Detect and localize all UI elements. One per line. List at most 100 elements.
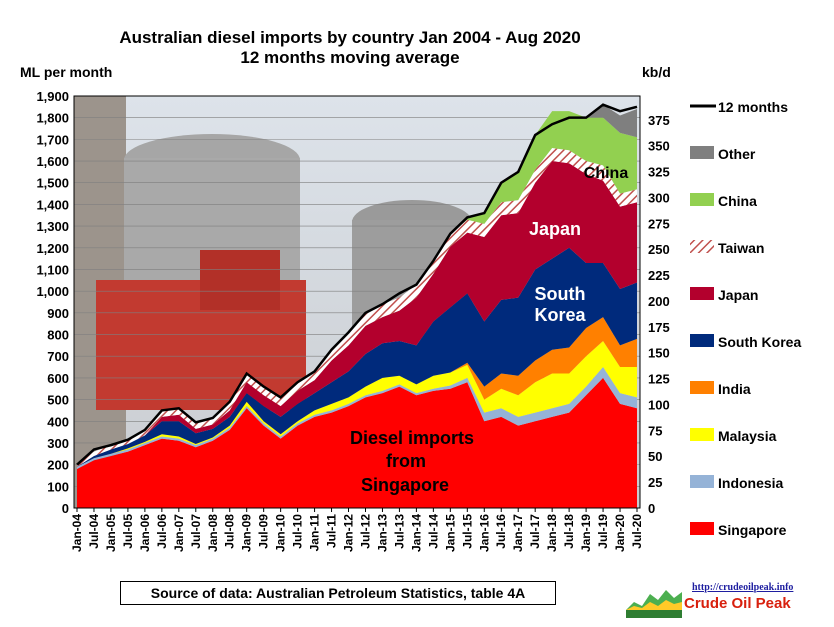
xtick-label: Jan-10 <box>274 514 288 552</box>
legend-label-japan: Japan <box>718 287 758 303</box>
ytick-left-1800: 1,800 <box>36 111 69 126</box>
xtick-label: Jul-14 <box>426 514 440 549</box>
ytick-right-350: 350 <box>648 139 670 154</box>
ytick-left-200: 200 <box>47 458 69 473</box>
legend-label-12-months: 12 months <box>718 99 788 115</box>
legend-label-china: China <box>718 193 757 209</box>
xtick-label: Jan-07 <box>172 514 186 552</box>
legend: 12 months Other China Taiwan Japan South Kore… <box>690 99 801 538</box>
chart-subtitle: 12 months moving average <box>240 48 460 67</box>
xtick-label: Jan-09 <box>240 514 254 552</box>
xtick-label: Jul-15 <box>460 514 474 549</box>
ytick-left-1300: 1,300 <box>36 219 69 234</box>
xtick-label: Jul-09 <box>257 514 271 549</box>
xtick-label: Jul-18 <box>562 514 576 549</box>
legend-label-taiwan: Taiwan <box>718 240 764 256</box>
y-axis-right: 0 25 50 75 100 125 150 175 200 225 250 275 300 325 350… <box>648 113 670 516</box>
xtick-label: Jan-05 <box>104 514 118 552</box>
y2-axis-label: kb/d <box>642 64 671 80</box>
ytick-left-1600: 1,600 <box>36 154 69 169</box>
logo-name: Crude Oil Peak <box>684 595 791 612</box>
ytick-left-1100: 1,100 <box>36 262 69 277</box>
legend-swatch-japan <box>690 287 714 300</box>
ytick-right-150: 150 <box>648 346 670 361</box>
xtick-label: Jan-17 <box>511 514 525 552</box>
ytick-left-400: 400 <box>47 414 69 429</box>
ytick-right-250: 250 <box>648 242 670 257</box>
xtick-label: Jul-13 <box>392 514 406 549</box>
legend-label-malaysia: Malaysia <box>718 428 777 444</box>
xtick-label: Jul-19 <box>596 514 610 549</box>
legend-swatch-malaysia <box>690 428 714 441</box>
xtick-label: Jul-17 <box>528 514 542 549</box>
xtick-label: Jan-18 <box>545 514 559 552</box>
logo: http://crudeoilpeak.info Crude Oil Peak <box>624 578 834 622</box>
ytick-left-600: 600 <box>47 371 69 386</box>
legend-swatch-india <box>690 381 714 394</box>
plot-border <box>73 95 641 509</box>
xtick-label: Jul-08 <box>223 514 237 549</box>
ytick-right-175: 175 <box>648 320 670 335</box>
ytick-right-125: 125 <box>648 372 670 387</box>
annotation-korea: Korea <box>534 305 586 325</box>
area-malaysia <box>77 341 637 467</box>
total-line-12-months <box>76 103 638 466</box>
annotation-diesel-imports: Diesel imports <box>350 428 474 448</box>
legend-swatch-china <box>690 193 714 206</box>
logo-graphic <box>626 590 682 618</box>
ytick-left-0: 0 <box>62 501 69 516</box>
xtick-label: Jan-12 <box>342 514 356 552</box>
ytick-right-0: 0 <box>648 501 655 516</box>
xtick-label: Jul-06 <box>155 514 169 549</box>
xtick-label: Jan-08 <box>206 514 220 552</box>
legend-swatch-south-korea <box>690 334 714 347</box>
legend-swatch-taiwan <box>690 240 714 253</box>
xtick-label: Jul-04 <box>87 514 101 549</box>
xtick-label: Jul-20 <box>630 514 644 549</box>
y-axis-left: 0 100 200 300 400 500 600 700 800 900 1,000 1,100 1,… <box>36 89 69 516</box>
area-singapore <box>77 377 637 508</box>
ytick-right-200: 200 <box>648 294 670 309</box>
annotation-japan: Japan <box>529 219 581 239</box>
chart-title: Australian diesel imports by country Jan… <box>119 28 581 47</box>
annotation-china: China <box>584 165 629 182</box>
ytick-left-1200: 1,200 <box>36 241 69 256</box>
ytick-right-300: 300 <box>648 190 670 205</box>
xtick-label: Jul-05 <box>121 514 135 549</box>
logo-url[interactable]: http://crudeoilpeak.info <box>692 582 794 593</box>
ytick-left-1400: 1,400 <box>36 197 69 212</box>
ytick-right-50: 50 <box>648 449 662 464</box>
ytick-right-75: 75 <box>648 423 662 438</box>
legend-label-india: India <box>718 381 751 397</box>
annotation-from: from <box>386 451 426 471</box>
ytick-right-375: 375 <box>648 113 670 128</box>
ytick-right-25: 25 <box>648 475 662 490</box>
xtick-label: Jan-20 <box>613 514 627 552</box>
ytick-right-225: 225 <box>648 268 670 283</box>
ytick-left-100: 100 <box>47 479 69 494</box>
ytick-left-500: 500 <box>47 393 69 408</box>
y-axis-label: ML per month <box>20 64 113 80</box>
xtick-label: Jan-16 <box>477 514 491 552</box>
legend-label-indonesia: Indonesia <box>718 475 784 491</box>
legend-swatch-indonesia <box>690 475 714 488</box>
xtick-label: Jan-06 <box>138 514 152 552</box>
legend-label-other: Other <box>718 146 756 162</box>
area-japan <box>77 161 637 467</box>
xtick-label: Jan-11 <box>308 514 322 552</box>
ytick-left-300: 300 <box>47 436 69 451</box>
legend-label-south-korea: South Korea <box>718 334 801 350</box>
area-china <box>77 111 637 465</box>
x-axis: Jan-04 Jul-04 Jan-05 Jul-05 Jan-06 Jul-06 Jan-… <box>70 508 644 552</box>
xtick-label: Jul-12 <box>358 514 372 549</box>
xtick-label: Jul-07 <box>189 514 203 549</box>
ytick-right-325: 325 <box>648 165 670 180</box>
annotation-singapore: Singapore <box>361 475 449 495</box>
ytick-left-1500: 1,500 <box>36 176 69 191</box>
ytick-left-1700: 1,700 <box>36 132 69 147</box>
ytick-left-1000: 1,000 <box>36 284 69 299</box>
xtick-label: Jan-04 <box>70 514 84 552</box>
ytick-left-700: 700 <box>47 349 69 364</box>
